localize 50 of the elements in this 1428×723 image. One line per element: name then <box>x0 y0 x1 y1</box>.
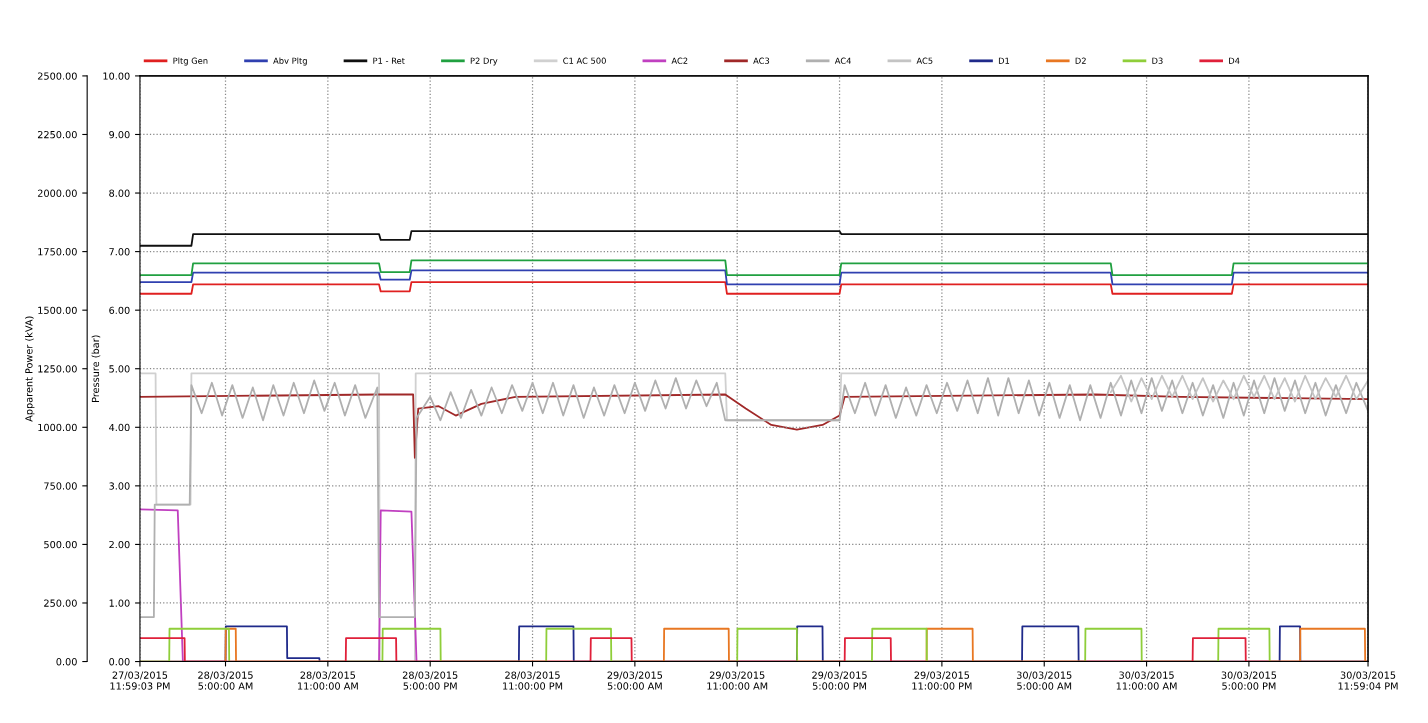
legend-label: AC3 <box>753 57 770 64</box>
legend-label: P2 Dry <box>470 57 498 66</box>
x-tick-label: 28/03/2015 5:00:00 PM <box>402 671 458 690</box>
legend-label: P1 - Ret <box>373 57 405 64</box>
y2-tick-label: 6.00 <box>109 306 130 314</box>
x-tick-label: 28/03/2015 11:00:00 AM <box>298 671 358 690</box>
y2-tick-label: 7.00 <box>109 248 130 256</box>
y-tick-label: 250.00 <box>44 599 77 607</box>
y-tick-label: 1500.00 <box>38 306 77 314</box>
x-tick-label: 28/03/2015 11:00:00 PM <box>503 671 563 690</box>
y2-axis-title: Pressure (bar) <box>91 335 101 402</box>
y-axis-title: Apparent Power (kVA) <box>25 316 35 422</box>
legend-label: D3 <box>1152 57 1163 64</box>
legend-label: AC2 <box>671 57 688 64</box>
y-tick-label: 500.00 <box>44 540 77 549</box>
legend-label: C1 AC 500 <box>563 57 606 64</box>
y2-tick-label: 5.00 <box>109 365 130 373</box>
y2-tick-label: 10.00 <box>103 72 130 80</box>
y2-tick-label: 1.00 <box>109 599 130 607</box>
x-tick-label: 29/03/2015 11:00:00 AM <box>707 671 768 690</box>
x-tick-label: 29/03/2015 5:00:00 AM <box>607 671 663 690</box>
y-tick-label: 1250.00 <box>38 365 77 373</box>
x-tick-label: 29/03/2015 5:00:00 PM <box>812 671 867 690</box>
y2-tick-label: 9.00 <box>109 130 130 139</box>
legend-label: AC4 <box>834 57 851 64</box>
x-tick-label: 30/03/2015 11:59:04 PM <box>1338 671 1398 690</box>
y2-tick-label: 4.00 <box>109 423 130 432</box>
y-tick-label: 1750.00 <box>38 248 77 256</box>
y2-tick-label: 0.00 <box>109 658 130 666</box>
legend-label: Pltg Gen <box>173 57 208 66</box>
x-tick-label: 30/03/2015 5:00:00 PM <box>1221 671 1277 690</box>
y-tick-label: 750.00 <box>44 482 77 490</box>
y-tick-label: 0.00 <box>56 658 77 666</box>
y2-tick-label: 2.00 <box>109 540 130 549</box>
legend-label: AC5 <box>916 57 933 64</box>
x-tick-label: 30/03/2015 5:00:00 AM <box>1016 671 1072 690</box>
y-tick-label: 2000.00 <box>37 189 77 197</box>
y2-tick-label: 3.00 <box>109 482 130 490</box>
x-tick-label: 29/03/2015 11:00:00 PM <box>912 671 972 690</box>
y-tick-label: 1000.00 <box>38 423 77 432</box>
x-tick-label: 28/03/2015 5:00:00 AM <box>198 671 253 690</box>
x-tick-label: 27/03/2015 11:59:03 PM <box>110 671 170 690</box>
y-tick-label: 2500.00 <box>37 72 77 80</box>
legend-label: Abv Pltg <box>273 57 307 66</box>
y-tick-label: 2250.00 <box>37 130 77 139</box>
x-tick-label: 30/03/2015 11:00:00 AM <box>1116 671 1177 690</box>
y2-tick-label: 8.00 <box>109 189 130 197</box>
legend-label: D1 <box>998 57 1010 64</box>
legend-label: D2 <box>1075 57 1086 64</box>
legend-label: D4 <box>1229 57 1240 64</box>
